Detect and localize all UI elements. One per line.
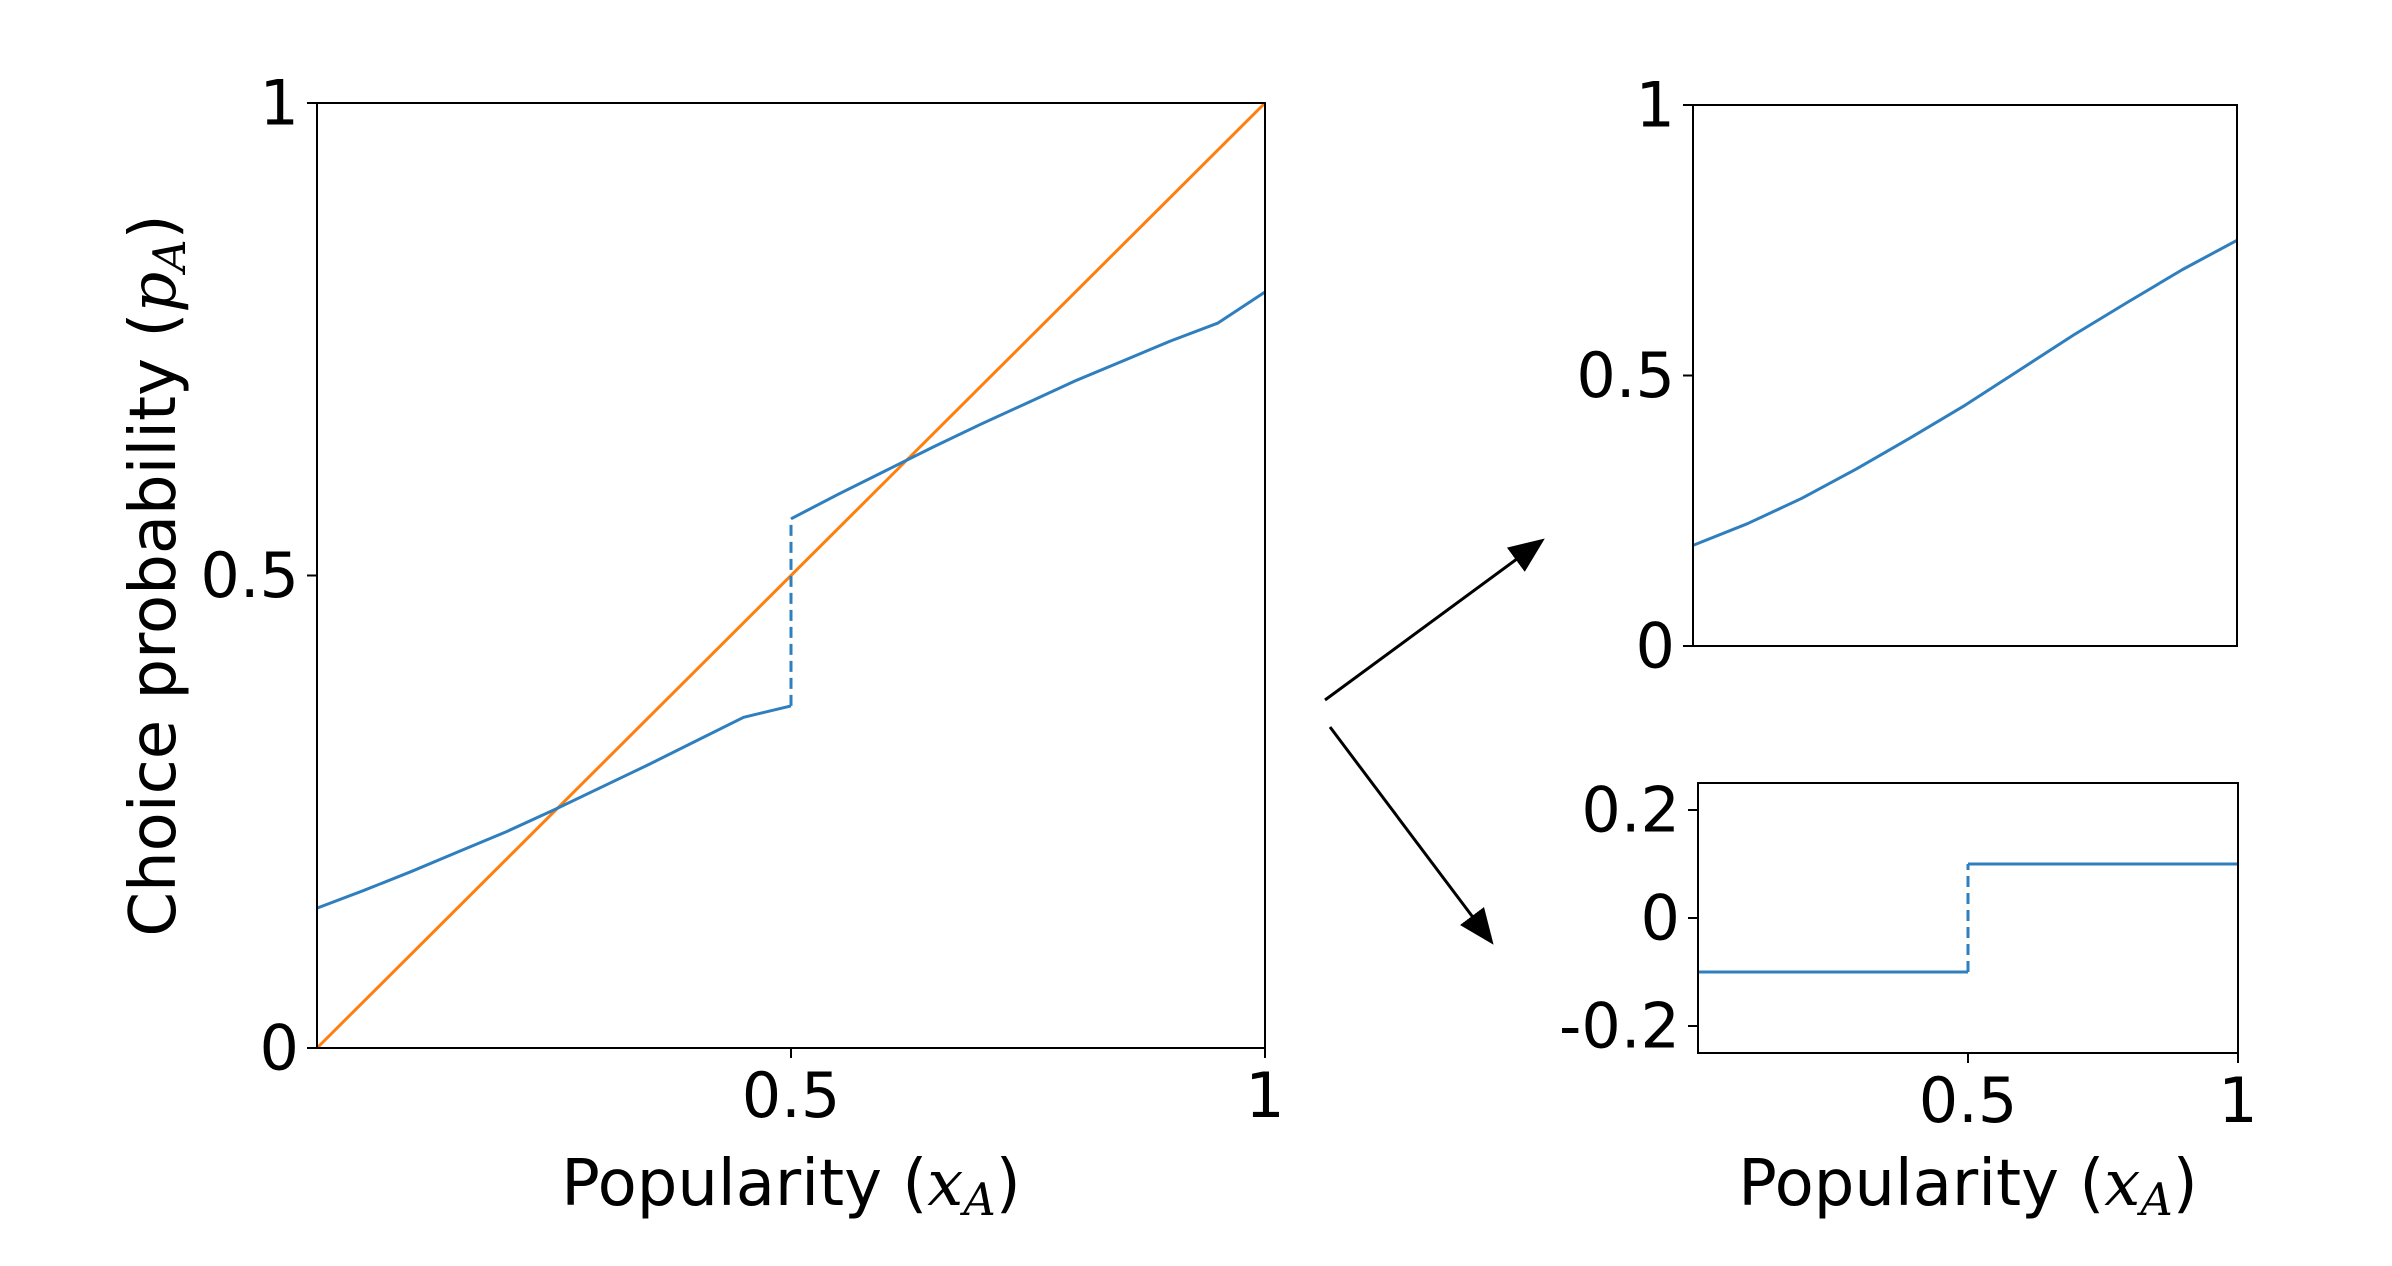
main-series-1 [316, 704, 792, 910]
top-right-y-tick-label: 0 [1636, 610, 1675, 683]
main-y-tick-label: 0 [260, 1012, 299, 1085]
bottom-right-chart: -0.2 0 0.2 0.5 1 Popularity (xA) [1559, 774, 2258, 1226]
main-y-axis-label: Choice probability (pA) [117, 214, 196, 936]
main-series-3 [790, 290, 1266, 521]
arrow-up-right-icon [1324, 538, 1545, 702]
bottom-right-x-tick-label: 0.5 [1919, 1064, 2018, 1137]
bottom-right-x-tick-label: 1 [2218, 1064, 2257, 1137]
bottom-right-y-tick-label: 0.2 [1581, 774, 1680, 847]
main-y-tick-label: 1 [260, 67, 299, 140]
main-x-tick-label: 0.5 [742, 1059, 841, 1132]
top-right-chart: 00.51 [1576, 69, 2238, 683]
bottom-right-y-tick-label: 0 [1641, 882, 1680, 955]
top-right-axes-frame [1692, 104, 2238, 647]
main-x-axis-label: Popularity (xA) [561, 1147, 1020, 1226]
bottom-right-x-axis-label: Popularity (xA) [1738, 1147, 2197, 1226]
main-series-0 [315, 101, 1267, 1050]
main-x-tick-label: 1 [1245, 1059, 1284, 1132]
main-y-tick-label: 0.5 [200, 539, 299, 612]
main-chart: 0 0.5 1 0.5 1 Popularity (xA) Choice probabili… [117, 67, 1285, 1226]
top-right-y-tick-label: 1 [1636, 69, 1675, 142]
top-right-series-0 [1692, 238, 2238, 547]
arrow-down-right-icon [1328, 726, 1494, 945]
bottom-right-y-tick-label: -0.2 [1559, 990, 1680, 1063]
top-right-y-tick-label: 0.5 [1576, 339, 1675, 412]
